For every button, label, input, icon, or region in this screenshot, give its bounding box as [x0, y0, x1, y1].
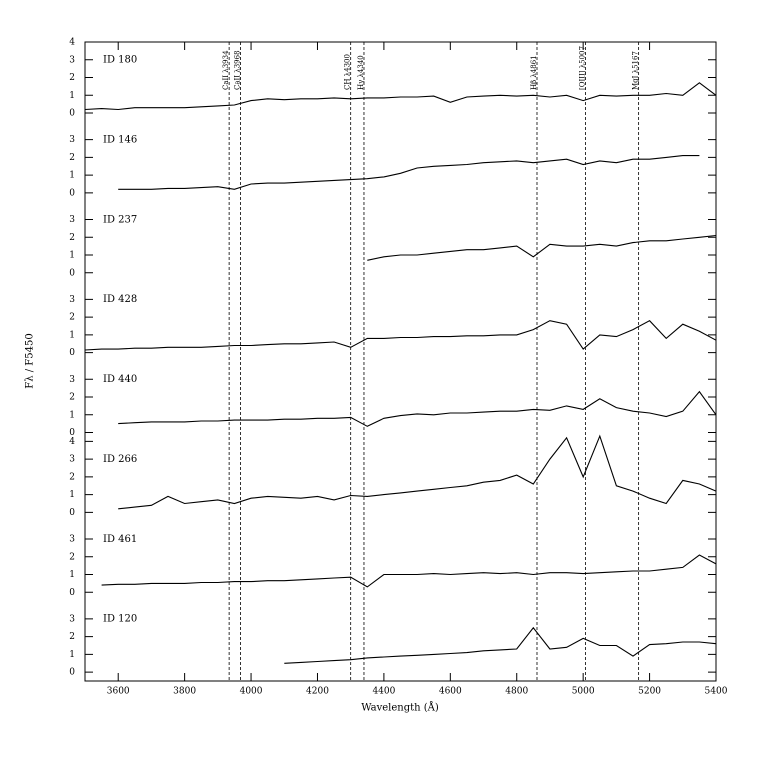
y-tick-label: 3	[69, 295, 75, 305]
y-tick-label: 0	[69, 588, 75, 598]
y-tick-label: 2	[69, 153, 75, 163]
spectrum	[118, 390, 717, 427]
spectrum	[118, 434, 717, 510]
x-tick-label: 5200	[638, 687, 661, 697]
feature-label: CaII λ3968	[233, 50, 241, 90]
x-tick-label: 4000	[240, 687, 263, 697]
y-tick-label: 0	[69, 268, 75, 278]
y-tick-label: 3	[69, 614, 75, 624]
y-tick-label: 1	[69, 650, 75, 660]
y-tick-label: 1	[69, 251, 75, 261]
y-tick-label: 0	[69, 668, 75, 678]
panel-label: ID 237	[103, 214, 137, 225]
y-tick-label: 2	[69, 313, 75, 323]
y-tick-label: 2	[69, 233, 75, 243]
y-tick-label: 2	[69, 393, 75, 403]
y-tick-label: 3	[69, 135, 75, 145]
y-tick-label: 4	[69, 437, 75, 447]
y-tick-label: 1	[69, 330, 75, 340]
y-tick-label: 0	[69, 188, 75, 198]
feature-label: CH λ4300	[344, 54, 352, 90]
x-tick-label: 4400	[372, 687, 395, 697]
x-tick-label: 3600	[107, 687, 130, 697]
spectrum	[84, 320, 717, 351]
spectrum	[367, 234, 717, 261]
y-tick-label: 3	[69, 535, 75, 545]
y-tick-label: 2	[69, 632, 75, 642]
spectrum	[84, 82, 717, 111]
feature-label: MgI λ5167	[632, 51, 640, 90]
y-tick-label: 3	[69, 215, 75, 225]
x-tick-label: 4200	[306, 687, 329, 697]
y-tick-label: 2	[69, 552, 75, 562]
y-tick-label: 4	[69, 38, 75, 48]
x-tick-label: 5000	[572, 687, 595, 697]
y-tick-label: 0	[69, 428, 75, 438]
panel-label: ID 461	[103, 534, 137, 545]
panel-label: ID 440	[103, 374, 137, 385]
feature-label: Hβ λ4861	[530, 55, 538, 90]
panel-label: ID 266	[103, 454, 137, 465]
feature-label: Hγ λ4340	[357, 55, 365, 90]
y-tick-label: 1	[69, 490, 75, 500]
panel-label: ID 146	[103, 134, 137, 145]
y-tick-label: 2	[69, 472, 75, 482]
x-tick-label: 4600	[439, 687, 462, 697]
y-tick-label: 1	[69, 570, 75, 580]
spectrum	[101, 554, 717, 588]
plot-frame	[84, 41, 717, 682]
x-tick-label: 3800	[173, 687, 196, 697]
feature-label: [OIII] λ5007	[578, 46, 586, 90]
y-tick-label: 1	[69, 171, 75, 181]
y-tick-label: 3	[69, 455, 75, 465]
panel-label: ID 180	[103, 55, 137, 66]
x-axis-label: Wavelength (Å)	[361, 702, 439, 714]
y-axis-label: Fλ / F5450	[25, 333, 36, 388]
y-tick-label: 0	[69, 109, 75, 119]
y-tick-label: 0	[69, 348, 75, 358]
spectrum	[118, 155, 700, 190]
panel-label: ID 120	[103, 614, 137, 625]
x-tick-label: 5400	[705, 687, 728, 697]
spectrum	[284, 626, 717, 664]
y-tick-label: 3	[69, 55, 75, 65]
y-tick-label: 1	[69, 410, 75, 420]
y-tick-label: 2	[69, 73, 75, 83]
y-tick-label: 0	[69, 508, 75, 518]
y-tick-label: 1	[69, 91, 75, 101]
y-tick-label: 3	[69, 375, 75, 385]
x-tick-label: 4800	[505, 687, 528, 697]
feature-label: CaII λ3934	[222, 50, 230, 90]
panel-label: ID 428	[103, 294, 137, 305]
